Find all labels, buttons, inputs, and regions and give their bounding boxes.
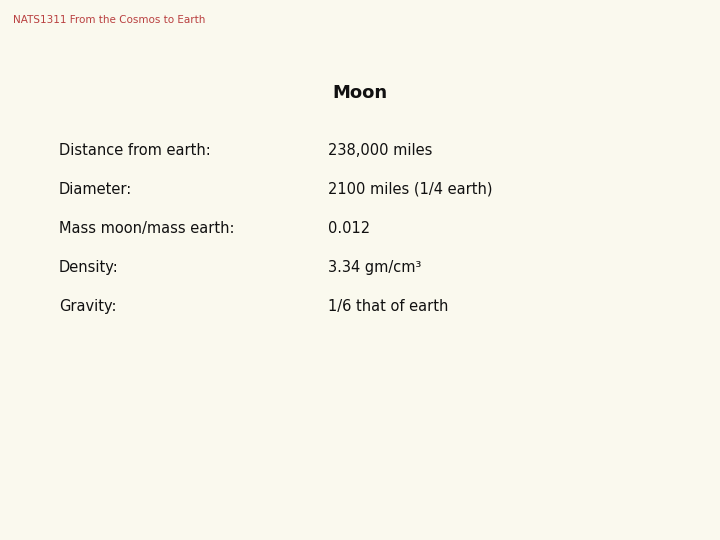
Text: Moon: Moon (333, 84, 387, 102)
Text: 2100 miles (1/4 earth): 2100 miles (1/4 earth) (328, 182, 492, 197)
Text: 1/6 that of earth: 1/6 that of earth (328, 299, 448, 314)
Text: Mass moon/mass earth:: Mass moon/mass earth: (59, 221, 235, 236)
Text: 0.012: 0.012 (328, 221, 370, 236)
Text: Diameter:: Diameter: (59, 182, 132, 197)
Text: Density:: Density: (59, 260, 119, 275)
Text: Gravity:: Gravity: (59, 299, 117, 314)
Text: 3.34 gm/cm³: 3.34 gm/cm³ (328, 260, 421, 275)
Text: Distance from earth:: Distance from earth: (59, 143, 211, 158)
Text: 238,000 miles: 238,000 miles (328, 143, 432, 158)
Text: NATS1311 From the Cosmos to Earth: NATS1311 From the Cosmos to Earth (13, 15, 205, 25)
